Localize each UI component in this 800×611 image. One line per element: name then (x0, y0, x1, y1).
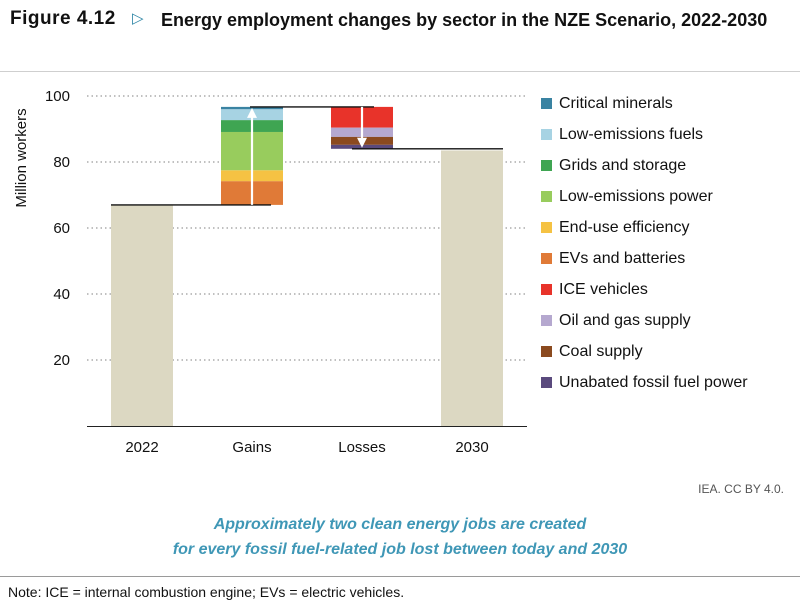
y-tick-label: 60 (53, 220, 70, 237)
chart-caption: Approximately two clean energy jobs are … (0, 512, 800, 562)
legend-item: EVs and batteries (541, 243, 796, 274)
chart-legend: Critical minerals Low-emissions fuels Grid… (541, 88, 796, 398)
legend-swatch (541, 98, 552, 109)
figure-label: Figure 4.12 (10, 8, 116, 29)
legend-label: End-use efficiency (559, 218, 690, 236)
y-axis-title: Million workers (13, 108, 30, 207)
caption-line-2: for every fossil fuel-related job lost b… (172, 541, 628, 558)
y-tick-label: 40 (53, 286, 70, 303)
legend-label: Low-emissions fuels (559, 125, 704, 143)
caption-line-1: Approximately two clean energy jobs are … (213, 516, 587, 533)
legend-swatch (541, 129, 552, 140)
legend-swatch (541, 222, 552, 233)
legend-item: Unabated fossil fuel power (541, 367, 796, 398)
legend-swatch (541, 191, 552, 202)
y-tick-label: 20 (53, 352, 70, 369)
legend-label: Oil and gas supply (559, 311, 691, 329)
x-tick-label: Gains (232, 439, 271, 456)
x-tick-label: 2022 (125, 439, 158, 456)
legend-item: ICE vehicles (541, 274, 796, 305)
losses-arrow-head-icon (357, 137, 367, 148)
header-divider (0, 71, 800, 72)
legend-swatch (541, 253, 552, 264)
legend-label: Grids and storage (559, 156, 687, 174)
legend-label: EVs and batteries (559, 249, 686, 267)
legend-swatch (541, 284, 552, 295)
x-tick-label: 2030 (455, 439, 488, 456)
figure-title: Energy employment changes by sector in t… (161, 10, 768, 30)
legend-label: Critical minerals (559, 94, 673, 112)
legend-item: Low-emissions power (541, 181, 796, 212)
legend-item: Grids and storage (541, 150, 796, 181)
legend-item: Critical minerals (541, 88, 796, 119)
legend-swatch (541, 315, 552, 326)
legend-item: Low-emissions fuels (541, 119, 796, 150)
y-tick-label: 80 (53, 154, 70, 171)
credit-text: IEA. CC BY 4.0. (698, 482, 784, 496)
y-tick-label: 100 (45, 88, 70, 105)
legend-swatch (541, 377, 552, 388)
legend-label: Coal supply (559, 342, 643, 360)
gains-arrow-head-icon (247, 107, 257, 118)
note-divider (0, 576, 800, 577)
legend-item: Coal supply (541, 336, 796, 367)
legend-label: Unabated fossil fuel power (559, 373, 748, 391)
bar-total-2022 (111, 204, 173, 426)
legend-item: End-use efficiency (541, 212, 796, 243)
x-tick-label: Losses (338, 439, 386, 456)
figure-arrow-icon: ▷ (132, 10, 144, 27)
legend-label: Low-emissions power (559, 187, 713, 205)
legend-swatch (541, 160, 552, 171)
bar-total-2030 (441, 150, 503, 426)
legend-swatch (541, 346, 552, 357)
footnote: Note: ICE = internal combustion engine; … (8, 584, 405, 600)
figure-header: Figure 4.12 ▷ Energy employment changes … (10, 8, 790, 60)
legend-label: ICE vehicles (559, 280, 648, 298)
waterfall-chart: Million workers 20 40 60 80 100 2022 Gains Loss… (13, 88, 527, 456)
legend-item: Oil and gas supply (541, 305, 796, 336)
